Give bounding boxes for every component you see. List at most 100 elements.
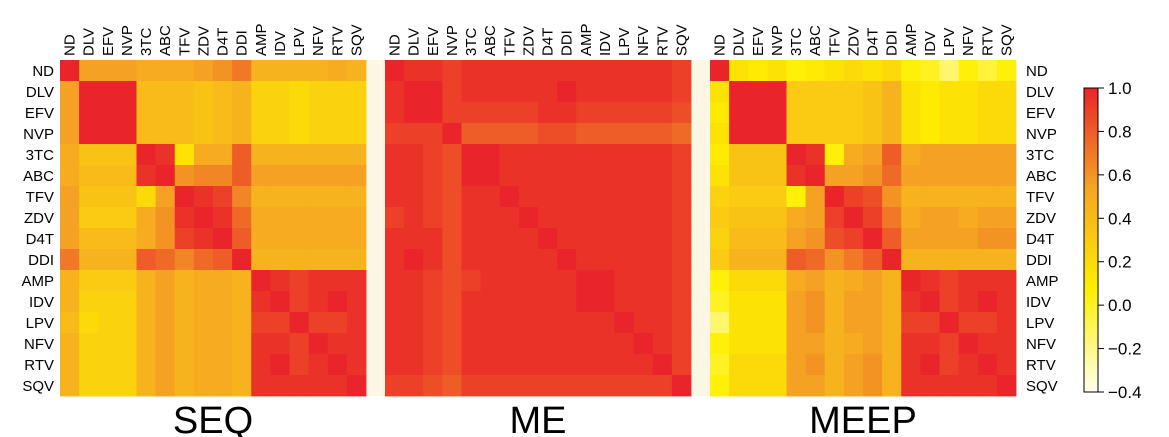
heatmap-cell [996, 249, 1017, 271]
heatmap-cell [671, 291, 692, 313]
heatmap-cell [480, 291, 501, 313]
heatmap-cell [805, 354, 826, 376]
heatmap-cell [633, 165, 654, 187]
heatmap-cell [289, 102, 310, 124]
heatmap-cell [882, 249, 902, 271]
column-label: ND [62, 34, 79, 56]
column-label: DLV [406, 28, 423, 56]
heatmap-cell [920, 186, 940, 208]
heatmap-cell [652, 144, 673, 166]
heatmap-cell [155, 207, 176, 229]
heatmap-cell [671, 60, 692, 82]
heatmap-cell [117, 312, 137, 334]
heatmap-cell [977, 144, 998, 166]
heatmap-cell [843, 165, 864, 187]
heatmap-cell [920, 354, 940, 376]
heatmap-cell [346, 291, 367, 313]
heatmap-cell [786, 249, 807, 271]
heatmap-cell [557, 186, 577, 208]
heatmap-cell [652, 333, 673, 355]
heatmap-cell [767, 375, 787, 397]
heatmap-cell [671, 81, 692, 103]
heatmap-cell [614, 81, 635, 103]
heatmap-cell [920, 60, 940, 82]
heatmap-cell [79, 165, 99, 187]
heatmap-cell [518, 249, 539, 271]
heatmap-cell [213, 291, 233, 313]
heatmap-cell [767, 228, 787, 250]
heatmap-cell [958, 354, 979, 376]
heatmap-cell [614, 123, 635, 145]
heatmap-cell [824, 333, 845, 355]
heatmap-cell [270, 270, 290, 292]
heatmap-cell [920, 270, 940, 292]
heatmap-cell [213, 144, 233, 166]
heatmap-cell [805, 207, 826, 229]
heatmap-cell [289, 60, 310, 82]
heatmap-cell [136, 165, 157, 187]
heatmap-cell [863, 291, 883, 313]
heatmap-cell [174, 165, 195, 187]
heatmap-cell [155, 249, 176, 271]
heatmap-cell [289, 123, 310, 145]
heatmap-cell [538, 312, 558, 334]
heatmap-cell [901, 270, 921, 292]
heatmap-cell [576, 249, 596, 271]
heatmap-cell [805, 186, 826, 208]
heatmap-cell [958, 123, 979, 145]
heatmap-cell [671, 375, 692, 397]
column-label: TFV [501, 28, 518, 56]
heatmap-cell [499, 123, 520, 145]
row-label-left: RTV [24, 357, 54, 374]
heatmap-cell [882, 207, 902, 229]
heatmap-cell [98, 375, 118, 397]
heatmap-cell [557, 81, 577, 103]
row-label-right: NVP [1026, 126, 1057, 143]
heatmap-cell [442, 249, 462, 271]
heatmap-cell [614, 333, 635, 355]
heatmap-cell [385, 144, 405, 166]
column-label: RTV [979, 26, 996, 56]
heatmap-cell [729, 207, 749, 229]
heatmap-cell [652, 228, 673, 250]
heatmap-cell [98, 270, 118, 292]
heatmap-cell [423, 291, 443, 313]
heatmap-cell [652, 165, 673, 187]
heatmap-cell [977, 312, 998, 334]
heatmap-cell [174, 60, 195, 82]
heatmap-cell [289, 186, 310, 208]
heatmap-cell [748, 249, 768, 271]
heatmap-cell [385, 270, 405, 292]
heatmap-cell [710, 312, 730, 334]
heatmap-cell [60, 312, 80, 334]
heatmap-cell [213, 333, 233, 355]
heatmap-cell [308, 312, 329, 334]
heatmap-cell [729, 270, 749, 292]
heatmap-cell [213, 60, 233, 82]
colorbar-tick-label: 0.0 [1108, 296, 1132, 315]
heatmap-cell [155, 102, 176, 124]
heatmap-cell [174, 207, 195, 229]
heatmap-cell [538, 207, 558, 229]
heatmap-cell [767, 270, 787, 292]
heatmap-cell [805, 102, 826, 124]
column-label: 3TC [788, 27, 805, 56]
heatmap-cell [767, 60, 787, 82]
heatmap-cell [461, 123, 482, 145]
heatmap-cell [748, 270, 768, 292]
heatmap-cell [423, 186, 443, 208]
heatmap-cell [767, 186, 787, 208]
heatmap-cell [538, 354, 558, 376]
heatmap-cell [136, 291, 157, 313]
heatmap-cell [60, 186, 80, 208]
row-label-right: LPV [1026, 315, 1054, 332]
column-label: ZDV [195, 26, 212, 56]
heatmap-cell [136, 81, 157, 103]
heatmap-cell [308, 144, 329, 166]
heatmap-cell [996, 270, 1017, 292]
heatmap-cell [213, 312, 233, 334]
heatmap-cell [805, 375, 826, 397]
heatmap-cell [939, 228, 960, 250]
heatmap-cell [843, 312, 864, 334]
heatmap-cell [939, 207, 960, 229]
